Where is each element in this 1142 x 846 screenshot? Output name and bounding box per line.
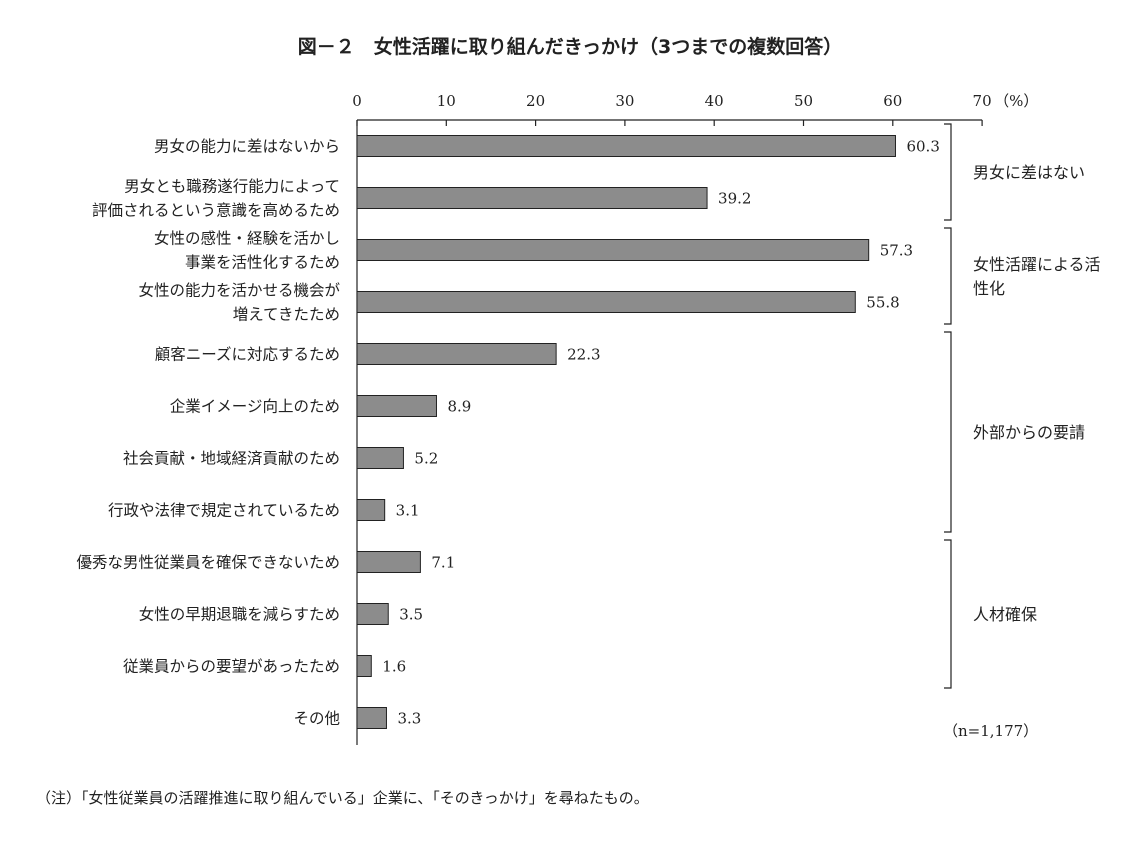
- data-label: 3.3: [397, 710, 421, 728]
- category-label: 男女とも職務遂行能力によって評価されるという意識を高めるため: [92, 177, 340, 220]
- group-label: 女性活躍による活性化: [973, 255, 1101, 298]
- x-tick-label: 40: [705, 92, 724, 110]
- category-label: 社会貢献・地域経済貢献のため: [123, 450, 340, 468]
- category-label: 従業員からの要望があったため: [123, 658, 340, 676]
- bar: [356, 239, 870, 261]
- category-label: 顧客ニーズに対応するため: [155, 346, 340, 364]
- group-label-line: 女性活躍による活: [973, 255, 1101, 274]
- category-label-line: 行政や法律で規定されているため: [108, 502, 340, 520]
- category-label-line: 評価されるという意識を高めるため: [92, 201, 340, 220]
- data-label: 39.2: [718, 190, 751, 208]
- bar: [356, 603, 389, 625]
- x-tick-label: 60: [883, 92, 902, 110]
- data-label: 7.1: [431, 554, 455, 572]
- group-label-line: 性化: [973, 279, 1005, 298]
- data-label: 3.1: [396, 502, 420, 520]
- bar: [356, 499, 386, 521]
- data-label: 3.5: [399, 606, 423, 624]
- x-tick-label: 30: [615, 92, 634, 110]
- data-label: 55.8: [866, 294, 899, 312]
- x-axis-unit: （%）: [994, 92, 1038, 110]
- bars: 60.3 39.2 57.3 55.8 22.3 8.9 5.2 3.1 7.1 3.5 1.6 3.…: [356, 135, 940, 729]
- category-label-line: 女性の早期退職を減らすため: [139, 605, 340, 624]
- data-label: 8.9: [447, 398, 471, 416]
- category-label-line: 企業イメージ向上のため: [170, 398, 340, 416]
- bar: [356, 343, 557, 365]
- category-label-line: 女性の能力を活かせる機会が: [138, 281, 340, 300]
- bar: [356, 707, 387, 729]
- x-tick-label: 0: [352, 92, 362, 110]
- category-label: 男女の能力に差はないから: [154, 137, 340, 156]
- category-label-line: 男女の能力に差はないから: [154, 137, 340, 156]
- group-bracket: [944, 123, 952, 221]
- category-label-line: 優秀な男性従業員を確保できないため: [76, 554, 340, 572]
- x-axis: 0 10 20 30 40 50 60 70 （%）: [352, 92, 1038, 745]
- category-labels: 男女の能力に差はないから男女とも職務遂行能力によって評価されるという意識を高める…: [76, 137, 340, 728]
- bar: [356, 551, 421, 573]
- sample-size-label: （n=1,177）: [943, 722, 1038, 740]
- x-tick-label: 20: [526, 92, 545, 110]
- data-label: 22.3: [567, 346, 600, 364]
- bar: [356, 135, 896, 157]
- bar: [356, 395, 437, 417]
- group-label: 人材確保: [973, 605, 1037, 624]
- x-tick-label: 70: [973, 92, 992, 110]
- category-label: 女性の能力を活かせる機会が増えてきたため: [138, 281, 340, 324]
- category-label-line: 増えてきたため: [233, 306, 340, 324]
- data-label: 1.6: [382, 658, 406, 676]
- group-label-line: 人材確保: [973, 605, 1037, 624]
- data-label: 60.3: [906, 138, 939, 156]
- category-label-line: 男女とも職務遂行能力によって: [124, 177, 340, 196]
- category-label-line: その他: [293, 710, 340, 728]
- group-bracket: [944, 331, 952, 533]
- bar: [356, 655, 372, 677]
- category-label-line: 事業を活性化するため: [185, 254, 340, 272]
- category-label: 優秀な男性従業員を確保できないため: [76, 554, 340, 572]
- bar: [356, 187, 708, 209]
- category-label-line: 社会貢献・地域経済貢献のため: [123, 450, 340, 468]
- category-label-line: 女性の感性・経験を活かし: [154, 229, 340, 248]
- bar: [356, 291, 856, 313]
- bar: [356, 447, 404, 469]
- group-label-line: 外部からの要請: [973, 423, 1085, 442]
- group-label-line: 男女に差はない: [973, 163, 1085, 182]
- category-label-line: 従業員からの要望があったため: [123, 658, 340, 676]
- footnote: （注）「女性従業員の活躍推進に取り組んでいる」企業に、「そのきっかけ」を尋ねたも…: [36, 789, 649, 807]
- category-label: 女性の感性・経験を活かし事業を活性化するため: [154, 229, 340, 272]
- x-tick-label: 10: [437, 92, 456, 110]
- group-bracket: [944, 227, 952, 325]
- category-label: その他: [293, 710, 340, 728]
- data-label: 5.2: [414, 450, 438, 468]
- group-bracket: [944, 539, 952, 689]
- category-label: 企業イメージ向上のため: [170, 398, 340, 416]
- group-label: 男女に差はない: [973, 163, 1085, 182]
- x-tick-label: 50: [794, 92, 813, 110]
- chart-title: 図－２ 女性活躍に取り組んだきっかけ（3つまでの複数回答）: [298, 35, 842, 58]
- group-label: 外部からの要請: [973, 423, 1085, 442]
- data-label: 57.3: [880, 242, 913, 260]
- category-label: 行政や法律で規定されているため: [108, 502, 340, 520]
- category-label-line: 顧客ニーズに対応するため: [155, 346, 340, 364]
- category-label: 女性の早期退職を減らすため: [139, 605, 340, 624]
